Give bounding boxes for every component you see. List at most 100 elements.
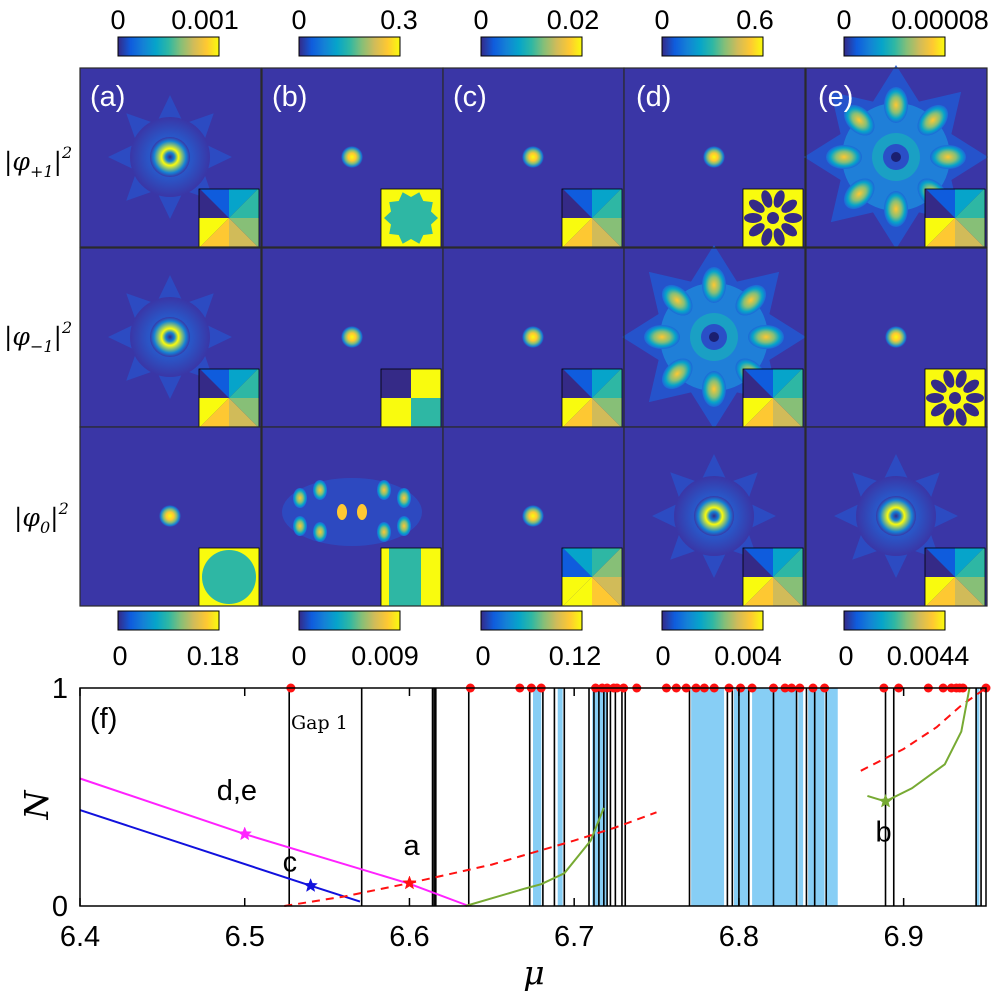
inset-strip [381,548,389,606]
inset-quad [381,369,411,398]
density-lobe [884,191,908,227]
density-hole [891,152,901,162]
density-lobe [930,145,966,169]
bottom-colorbars: 0 0.18 0 0.009 0 0.12 0 0.004 0 0.0044 [112,610,969,671]
density-ring [876,496,916,536]
density-lobe [377,522,391,542]
inset-sector [562,398,592,427]
density-lobe [702,267,726,303]
inset-sector [229,218,259,247]
panel-tag-e: (e) [818,81,853,113]
marker-star-a [402,875,417,890]
inset-sector [592,398,621,427]
colorbar-top-d [661,36,764,57]
inset-petal [930,403,947,417]
inset-petal [761,190,773,208]
panel-grid [79,65,988,607]
inset-petal [963,403,980,417]
inset-petal [748,223,765,237]
inset-petal [748,199,765,213]
cb-bot-e-min: 0 [838,641,853,671]
density-lobe [313,480,327,500]
panel-tag-f: (f) [90,703,117,735]
inset-petal [781,223,798,237]
panel-tag-d: (d) [636,81,671,113]
density-halo [282,478,422,546]
colorbar-bottom-c [480,610,583,631]
marker-star-c [303,877,318,892]
inset-sector [773,548,803,577]
inset-petal [744,213,762,223]
cb-top-c-min: 0 [473,5,488,35]
inset-quad [381,398,411,427]
series-line-pink-0 [79,777,470,907]
x-tick-label: 6.6 [389,921,429,953]
inset-sector [229,369,259,398]
density-lobe [884,87,908,123]
y-ticks: 01 [52,673,68,923]
phase-inset [561,368,623,428]
inset-sector [562,577,592,606]
phase-inset [198,547,260,607]
band-fill [798,688,804,906]
y-tick-label: 0 [52,891,68,923]
colorbar-bottom-d [661,610,764,631]
phase-inset [561,547,623,607]
colorbar-top-b [298,36,401,57]
inset-petal [784,213,802,223]
band-fills [533,688,980,906]
band-fill [752,688,797,906]
inset-sector [955,189,985,218]
x-tick-label: 6.8 [719,921,759,953]
cb-top-c-max: 0.02 [547,5,600,35]
density-lobe [748,325,784,349]
markers: d,e c a b [217,775,893,892]
panel-e-row2 [805,247,988,428]
inset-blob [384,192,438,244]
panel-e-row1 [804,65,988,249]
phase-inset [742,188,804,248]
phase-inset [198,368,260,428]
panel-frame [805,426,988,607]
cb-top-d-max: 0.6 [736,5,774,35]
phase-inset [198,188,260,248]
density-lobe [702,371,726,407]
density-spot [337,504,347,520]
inset-sector [563,369,592,398]
inset-sector [926,548,955,577]
density-dot [341,146,363,168]
inset-sector [592,398,622,427]
density-dot [522,146,544,168]
cb-bot-b-min: 0 [291,641,306,671]
density-lobe [377,480,391,500]
band-fill [557,688,563,906]
row-label-plus1: |φ+1|2 [4,143,72,181]
inset-sector [229,218,258,247]
marker-label-c: c [283,847,298,879]
inset-petal [930,379,947,393]
cb-top-d-min: 0 [654,5,669,35]
panel-tag-a: (a) [90,81,125,113]
marker-label-de: d,e [217,775,257,807]
inset-sector [229,369,258,398]
inset-petal [773,228,785,246]
panel-c-row3 [442,426,625,607]
x-tick-label: 6.7 [554,921,594,953]
inset-sector [592,369,622,398]
colorbar-top-c [480,36,583,57]
marker-star-b [878,793,893,808]
x-tick-label: 6.9 [883,921,923,953]
phase-inset [380,188,442,248]
inset-sector [229,398,259,427]
band-fill [826,688,838,906]
inset-sector [925,218,955,247]
inset-sector [925,577,955,606]
inset-sector [563,398,592,427]
y-tick-label: 1 [52,673,68,705]
band-fill [691,688,725,906]
density-lobe [826,145,862,169]
density-lobe [917,104,949,136]
panel-d-row2 [622,245,806,429]
inset-sector [955,548,985,577]
panel-d-row1 [623,67,806,248]
